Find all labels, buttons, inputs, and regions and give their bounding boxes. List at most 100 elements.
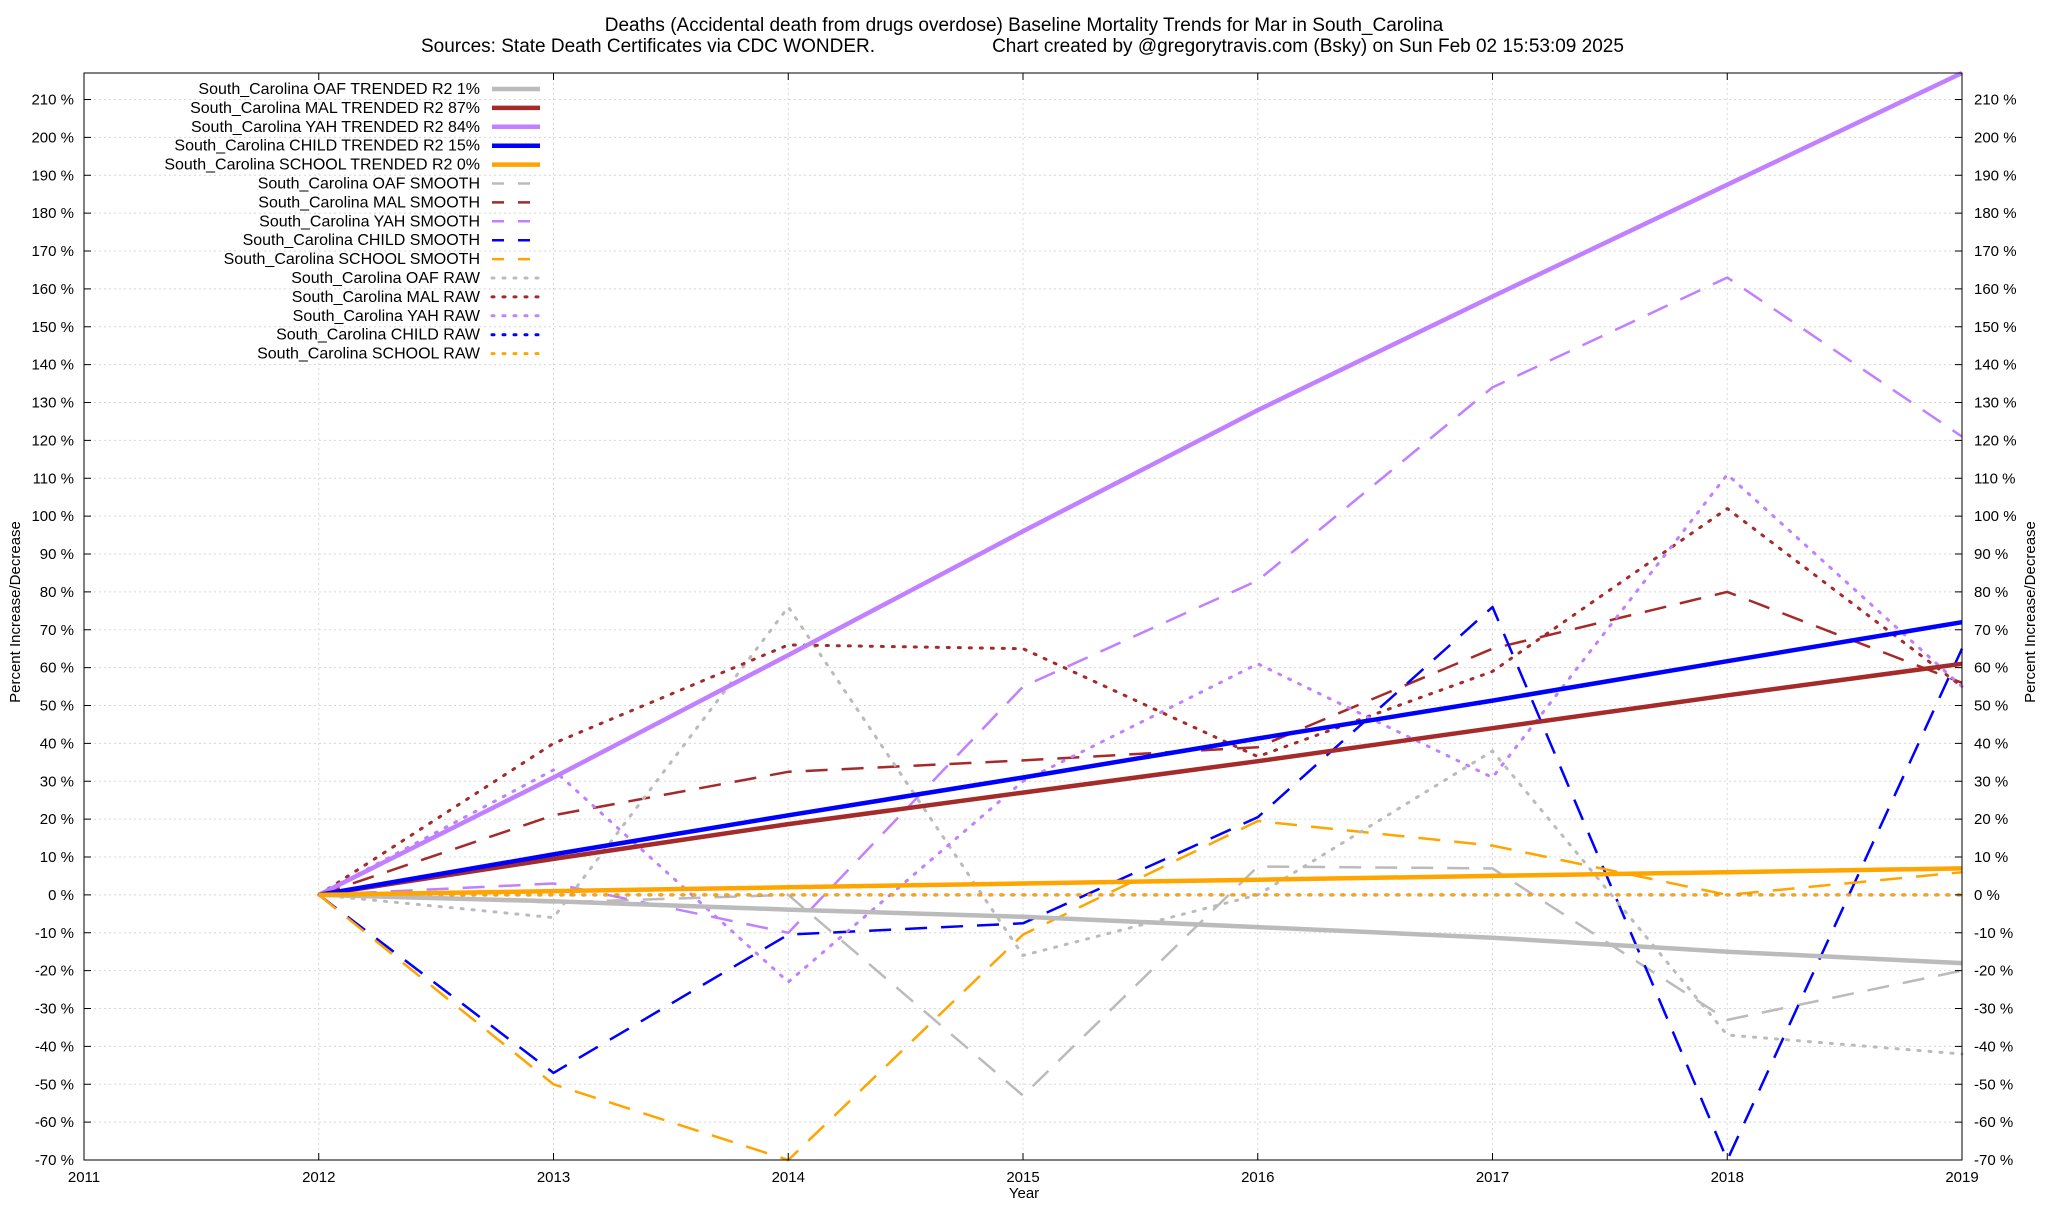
y-tick-label-right: 70 %	[1974, 622, 2008, 639]
y-tick-label-left: 40 %	[40, 735, 74, 752]
legend-label-6: South_Carolina OAF SMOOTH	[258, 176, 480, 193]
y-tick-label-left: 60 %	[40, 660, 74, 677]
legend-label-12: South_Carolina MAL RAW	[292, 289, 481, 306]
y-tick-label-right: 50 %	[1974, 698, 2008, 715]
y-tick-label-right: -10 %	[1974, 925, 2013, 942]
chart-subtitle-sources: Sources: State Death Certificates via CD…	[421, 36, 875, 57]
y-tick-label-left: -20 %	[35, 963, 74, 980]
y-tick-label-left: 90 %	[40, 546, 74, 563]
legend-label-10: South_Carolina SCHOOL SMOOTH	[224, 251, 480, 268]
y-tick-label-left: 70 %	[40, 622, 74, 639]
legend-label-5: South_Carolina SCHOOL TRENDED R2 0%	[164, 157, 480, 174]
y-tick-label-right: -40 %	[1974, 1038, 2013, 1055]
y-tick-label-right: 20 %	[1974, 811, 2008, 828]
legend-label-13: South_Carolina YAH RAW	[293, 308, 481, 325]
y-tick-label-left: 170 %	[31, 243, 74, 260]
y-tick-label-right: 190 %	[1974, 167, 2017, 184]
y-tick-label-right: 110 %	[1974, 470, 2015, 487]
series-layer	[317, 70, 1964, 1162]
y-tick-label-left: -30 %	[35, 1001, 74, 1018]
y-tick-label-right: -50 %	[1974, 1076, 2013, 1093]
chart-subtitle-credit: Chart created by @gregorytravis.com (Bsk…	[992, 36, 1624, 57]
y-tick-label-left: 160 %	[31, 281, 74, 298]
y-tick-label-left: 10 %	[40, 849, 74, 866]
series-line-11	[317, 605, 1964, 1056]
y-tick-label-left: 110 %	[33, 470, 74, 487]
series-line-9	[318, 605, 1964, 1162]
y-tick-label-right: 170 %	[1974, 243, 2017, 260]
y-tick-label-right: 160 %	[1974, 281, 2017, 298]
x-tick-label: 2013	[537, 1169, 570, 1186]
legend-label-3: South_Carolina YAH TRENDED R2 84%	[191, 119, 480, 136]
y-tick-label-right: 130 %	[1974, 395, 2017, 412]
legend-label-4: South_Carolina CHILD TRENDED R2 15%	[174, 138, 480, 155]
x-tick-label: 2015	[1006, 1169, 1039, 1186]
y-tick-label-right: -70 %	[1974, 1152, 2013, 1169]
series-line-13	[317, 473, 1964, 984]
legend-label-9: South_Carolina CHILD SMOOTH	[243, 232, 480, 249]
legend-label-7: South_Carolina MAL SMOOTH	[258, 194, 480, 211]
y-tick-label-right: 200 %	[1974, 129, 2017, 146]
y-tick-label-left: 210 %	[31, 92, 74, 109]
y-tick-label-right: 120 %	[1974, 432, 2017, 449]
y-tick-label-left: -40 %	[35, 1038, 74, 1055]
series-line-5	[318, 866, 1963, 898]
y-tick-label-right: 30 %	[1974, 773, 2008, 790]
series-line-12	[317, 507, 1964, 897]
x-tick-label: 2019	[1945, 1169, 1978, 1186]
y-tick-label-left: 150 %	[31, 319, 74, 336]
y-tick-label-right: -30 %	[1974, 1001, 2013, 1018]
y-tick-label-right: 180 %	[1974, 205, 2017, 222]
y-axis-label-right: Percent Increase/Decrease	[2022, 521, 2039, 703]
y-tick-label-left: -60 %	[35, 1114, 74, 1131]
legend-label-14: South_Carolina CHILD RAW	[276, 327, 481, 344]
y-tick-label-right: 90 %	[1974, 546, 2008, 563]
y-tick-label-left: 0 %	[48, 887, 74, 904]
x-axis-label: Year	[1009, 1185, 1039, 1200]
y-tick-label-right: 140 %	[1974, 357, 2017, 374]
series-line-3	[317, 70, 1963, 897]
y-tick-label-left: -70 %	[35, 1152, 74, 1169]
y-tick-label-right: 150 %	[1974, 319, 2017, 336]
y-tick-label-left: 100 %	[31, 508, 74, 525]
y-tick-label-left: -50 %	[35, 1076, 74, 1093]
x-tick-label: 2012	[302, 1169, 335, 1186]
series-line-2	[318, 661, 1963, 898]
legend-label-8: South_Carolina YAH SMOOTH	[259, 213, 480, 230]
y-tick-label-right: 40 %	[1974, 735, 2008, 752]
y-tick-label-left: -10 %	[35, 925, 74, 942]
legend-label-11: South_Carolina OAF RAW	[291, 270, 481, 287]
y-tick-label-left: 30 %	[40, 773, 74, 790]
y-tick-label-right: 80 %	[1974, 584, 2008, 601]
legend-label-15: South_Carolina SCHOOL RAW	[257, 346, 481, 363]
chart-title: Deaths (Accidental death from drugs over…	[605, 15, 1444, 36]
y-tick-label-right: -20 %	[1974, 963, 2013, 980]
y-tick-label-left: 20 %	[40, 811, 74, 828]
y-tick-label-left: 190 %	[31, 167, 74, 184]
y-tick-label-left: 140 %	[31, 357, 74, 374]
x-tick-label: 2014	[772, 1169, 805, 1186]
y-tick-label-left: 180 %	[31, 205, 74, 222]
y-tick-label-right: 210 %	[1974, 92, 2017, 109]
x-tick-label: 2018	[1711, 1169, 1744, 1186]
legend-label-1: South_Carolina OAF TRENDED R2 1%	[198, 81, 480, 98]
legend: South_Carolina OAF TRENDED R2 1% South_Ca…	[164, 81, 542, 363]
y-tick-label-left: 120 %	[31, 432, 74, 449]
y-tick-label-left: 50 %	[40, 698, 74, 715]
series-line-10	[318, 819, 1963, 1162]
y-tick-label-left: 200 %	[31, 129, 74, 146]
series-line-8	[318, 276, 1963, 935]
y-axis-label-left: Percent Increase/Decrease	[7, 521, 24, 703]
y-tick-label-right: 60 %	[1974, 660, 2008, 677]
y-tick-label-right: -60 %	[1974, 1114, 2013, 1131]
y-tick-label-left: 80 %	[40, 584, 74, 601]
y-tick-label-right: 0 %	[1974, 887, 2000, 904]
y-tick-label-left: 130 %	[31, 395, 74, 412]
series-line-1	[318, 892, 1963, 966]
x-tick-label: 2011	[68, 1169, 100, 1186]
legend-label-2: South_Carolina MAL TRENDED R2 87%	[190, 100, 480, 117]
y-tick-label-right: 100 %	[1974, 508, 2017, 525]
y-tick-label-right: 10 %	[1974, 849, 2008, 866]
